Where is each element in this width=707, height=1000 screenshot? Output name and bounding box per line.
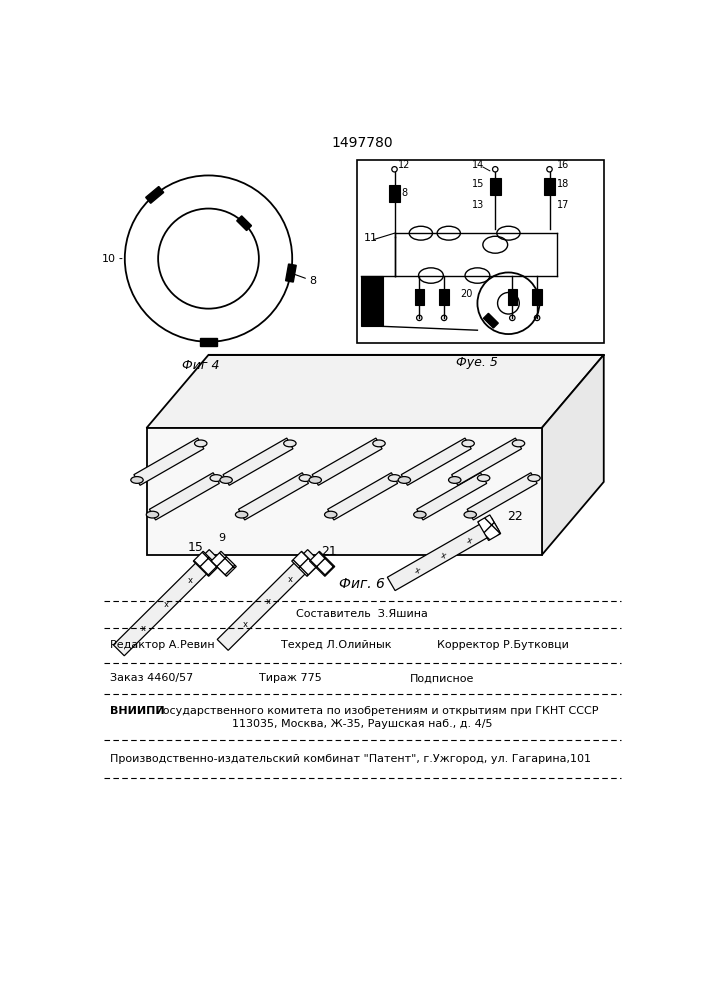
Polygon shape xyxy=(542,355,604,555)
Bar xyxy=(200,338,217,346)
Ellipse shape xyxy=(235,511,248,518)
Ellipse shape xyxy=(448,477,461,483)
Bar xyxy=(508,289,517,305)
Text: 16: 16 xyxy=(557,160,570,170)
Ellipse shape xyxy=(299,475,312,481)
Ellipse shape xyxy=(309,477,322,483)
Text: Техред Л.Олийнык: Техред Л.Олийнык xyxy=(281,640,391,650)
Polygon shape xyxy=(292,551,317,576)
Ellipse shape xyxy=(528,475,540,481)
Ellipse shape xyxy=(131,477,144,483)
Bar xyxy=(484,313,498,328)
Ellipse shape xyxy=(194,440,207,447)
Text: x: x xyxy=(414,564,421,574)
Text: 8: 8 xyxy=(402,188,408,198)
Bar xyxy=(357,160,604,343)
Text: 15: 15 xyxy=(187,541,204,554)
Polygon shape xyxy=(238,473,308,520)
Polygon shape xyxy=(402,438,472,485)
Text: Фуе. 5: Фуе. 5 xyxy=(457,356,498,369)
Polygon shape xyxy=(217,550,319,650)
Bar xyxy=(532,289,542,305)
Bar xyxy=(146,187,164,203)
Bar xyxy=(389,185,400,202)
Text: 20: 20 xyxy=(460,289,473,299)
Text: 10: 10 xyxy=(102,254,115,264)
Polygon shape xyxy=(452,438,522,485)
Text: 14: 14 xyxy=(472,160,484,170)
Ellipse shape xyxy=(284,440,296,447)
Ellipse shape xyxy=(414,511,426,518)
Polygon shape xyxy=(327,473,397,520)
Ellipse shape xyxy=(146,511,158,518)
Polygon shape xyxy=(416,473,486,520)
Polygon shape xyxy=(312,438,382,485)
Polygon shape xyxy=(149,473,219,520)
Ellipse shape xyxy=(388,475,401,481)
Bar xyxy=(414,289,424,305)
Text: Составитель  З.Яшина: Составитель З.Яшина xyxy=(296,609,428,619)
Polygon shape xyxy=(223,438,293,485)
Bar xyxy=(440,289,449,305)
Polygon shape xyxy=(193,551,218,576)
Text: 8: 8 xyxy=(310,276,317,286)
Text: Подписное: Подписное xyxy=(410,673,474,683)
Polygon shape xyxy=(467,473,537,520)
Ellipse shape xyxy=(513,440,525,447)
Ellipse shape xyxy=(220,477,233,483)
Ellipse shape xyxy=(477,475,490,481)
Text: 18: 18 xyxy=(557,179,570,189)
Ellipse shape xyxy=(210,475,223,481)
Text: x: x xyxy=(243,618,248,627)
Text: 13: 13 xyxy=(472,200,484,210)
Text: x: x xyxy=(288,573,293,582)
Bar xyxy=(544,178,555,195)
Ellipse shape xyxy=(462,440,474,447)
Text: Редактор А.Ревин: Редактор А.Ревин xyxy=(110,640,215,650)
Ellipse shape xyxy=(464,511,477,518)
Text: x: x xyxy=(140,622,145,631)
Text: Производственно-издательский комбинат "Патент", г.Ужгород, ул. Гагарина,101: Производственно-издательский комбинат "П… xyxy=(110,754,591,764)
Text: Фиг 4: Фиг 4 xyxy=(182,359,219,372)
Text: Фиг. 6: Фиг. 6 xyxy=(339,577,385,591)
Polygon shape xyxy=(113,550,220,656)
Text: Корректор Р.Бутковци: Корректор Р.Бутковци xyxy=(437,640,569,650)
Bar xyxy=(146,428,542,555)
Text: 22: 22 xyxy=(507,510,522,523)
Ellipse shape xyxy=(398,477,411,483)
Text: 113035, Москва, Ж-35, Раушская наб., д. 4/5: 113035, Москва, Ж-35, Раушская наб., д. … xyxy=(232,719,492,729)
Bar xyxy=(237,216,252,231)
Text: 21: 21 xyxy=(321,545,337,558)
Text: 11: 11 xyxy=(363,233,378,243)
Text: 1497780: 1497780 xyxy=(331,136,393,150)
Text: 12: 12 xyxy=(398,160,411,170)
Polygon shape xyxy=(146,355,604,428)
Polygon shape xyxy=(478,515,501,541)
Text: x: x xyxy=(188,574,193,583)
Text: 19: 19 xyxy=(414,289,426,299)
Polygon shape xyxy=(310,551,334,576)
Text: 17: 17 xyxy=(557,200,570,210)
Bar xyxy=(490,178,501,195)
Text: ВНИИПИ: ВНИИПИ xyxy=(110,706,165,716)
Ellipse shape xyxy=(325,511,337,518)
Text: 9: 9 xyxy=(218,533,226,543)
Ellipse shape xyxy=(373,440,385,447)
Text: x: x xyxy=(466,534,473,544)
Text: Тираж 775: Тираж 775 xyxy=(259,673,322,683)
Text: Государственного комитета по изобретениям и открытиям при ГКНТ СССР: Государственного комитета по изобретения… xyxy=(156,706,598,716)
Text: x: x xyxy=(164,598,169,607)
Polygon shape xyxy=(134,438,204,485)
Bar xyxy=(361,276,383,326)
Text: Заказ 4460/57: Заказ 4460/57 xyxy=(110,673,193,683)
Text: x: x xyxy=(440,549,447,559)
Text: 15: 15 xyxy=(472,179,484,189)
Bar xyxy=(286,264,296,282)
Polygon shape xyxy=(211,551,236,576)
Text: x: x xyxy=(265,595,270,604)
Polygon shape xyxy=(387,518,499,591)
